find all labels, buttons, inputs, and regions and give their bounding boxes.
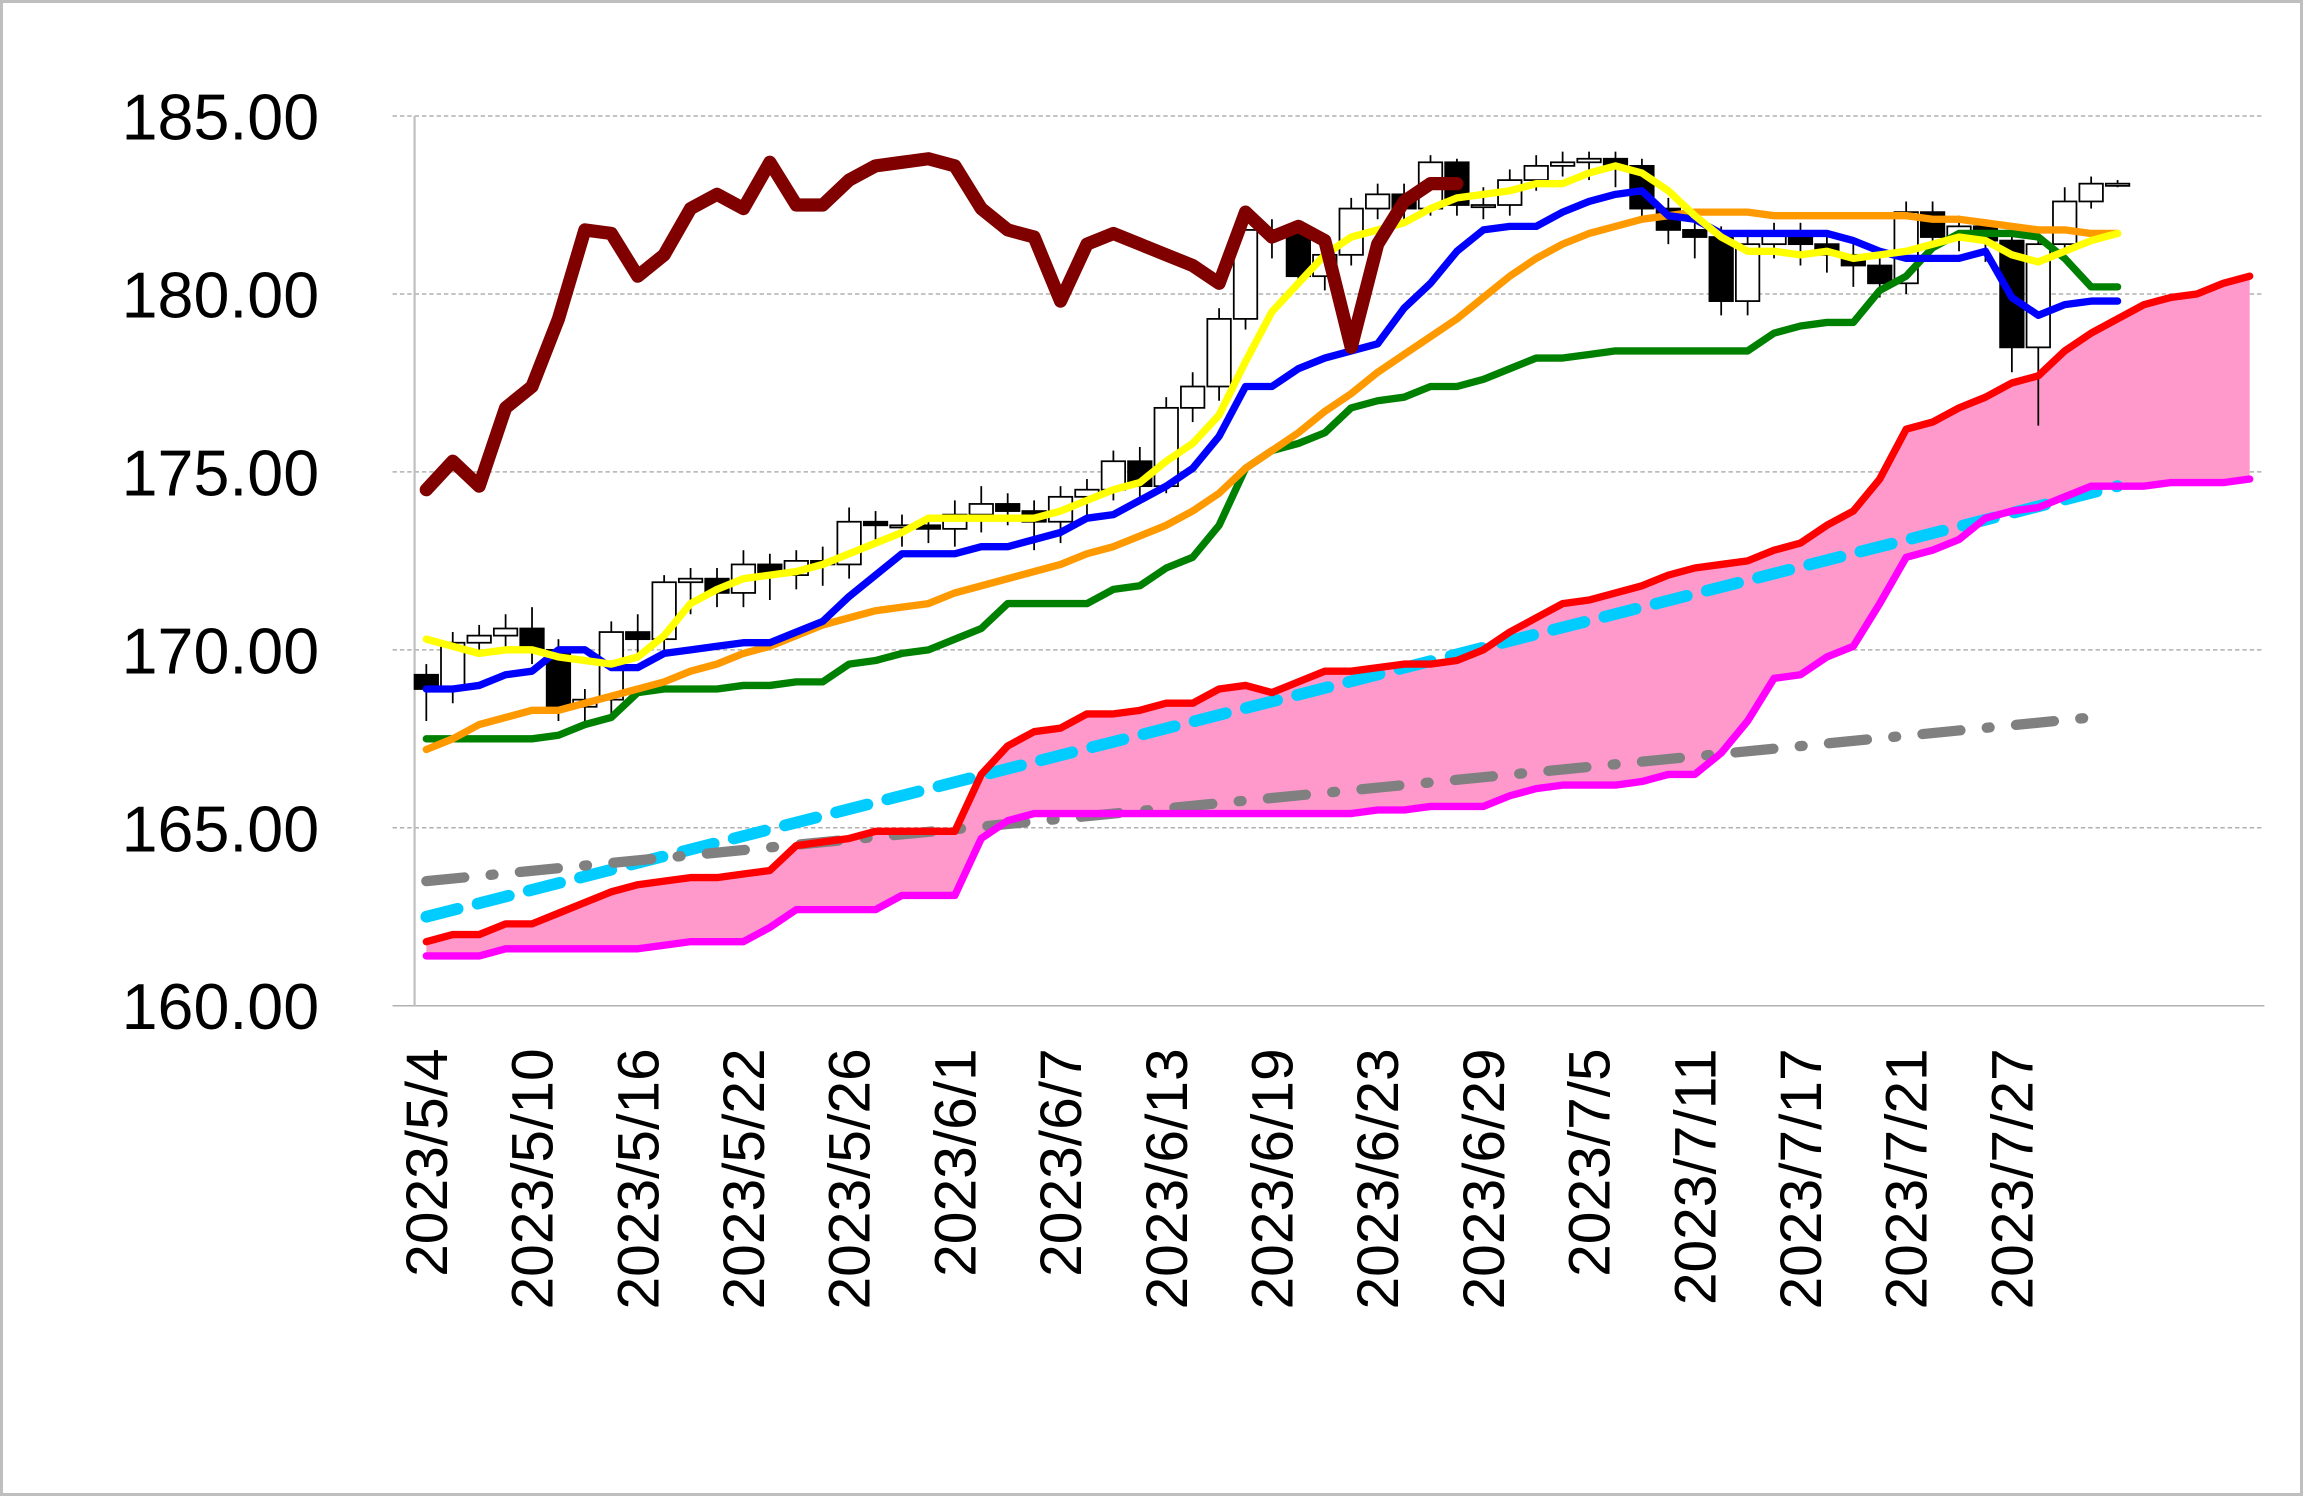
x-tick-label: 2023/6/19 [1241, 1048, 1306, 1309]
x-tick-label: 2023/6/13 [1135, 1048, 1200, 1309]
candle [519, 607, 545, 665]
candle [1840, 244, 1866, 287]
lagging-span [419, 152, 1464, 497]
y-tick-label: 175.00 [122, 437, 320, 509]
candle [2078, 176, 2104, 209]
y-tick-label: 165.00 [122, 793, 320, 865]
y-tick-labels: 160.00 165.00 170.00 175.00 180.00 185.00 [122, 82, 320, 1044]
bearish-candle-body [1682, 229, 1708, 238]
x-tick-label: 2023/5/26 [818, 1048, 883, 1309]
candle [1734, 229, 1761, 316]
x-tick-label: 2023/7/11 [1663, 1048, 1728, 1305]
bullish-candle-body [1470, 204, 1496, 209]
bullish-candle-body [677, 577, 704, 584]
y-tick-label: 160.00 [122, 971, 320, 1043]
cloud-fill [426, 276, 2250, 956]
trend-lines [420, 480, 2124, 923]
candle [1787, 222, 1814, 266]
candle [2104, 180, 2131, 188]
bullish-candle-body [968, 503, 994, 516]
bullish-candle-body [2078, 182, 2104, 203]
bullish-candle-body [1550, 161, 1576, 167]
candle [1285, 222, 1312, 287]
bearish-candle-body [1708, 236, 1734, 302]
candle [1180, 372, 1206, 423]
cloud-area [426, 276, 2250, 956]
bullish-candle-body [1734, 243, 1761, 302]
candle [1365, 183, 1391, 220]
bullish-candle-body [1576, 157, 1602, 164]
bullish-candle-body [2104, 182, 2131, 187]
candle [1550, 151, 1576, 177]
bullish-candle-body [1365, 193, 1391, 210]
x-tick-label: 2023/6/7 [1029, 1048, 1094, 1277]
bullish-candle-body [466, 634, 492, 644]
bullish-candle-body [1523, 164, 1549, 181]
yellow-line [422, 162, 2122, 668]
x-tick-label: 2023/5/4 [395, 1048, 460, 1277]
x-tick-label: 2023/7/27 [1980, 1048, 2045, 1309]
indicator-lines [419, 152, 2254, 960]
ichimoku-candlestick-chart: 160.00 165.00 170.00 175.00 180.00 185.00 202… [122, 82, 2265, 1310]
bearish-candle-body [862, 520, 889, 527]
x-tick-label: 2023/5/22 [712, 1048, 777, 1309]
candle [836, 507, 862, 579]
leading-span-a [422, 272, 2254, 946]
candle [862, 511, 889, 544]
y-tick-label: 180.00 [122, 259, 320, 331]
x-tick-label: 2023/7/5 [1558, 1048, 1623, 1277]
candle [968, 486, 994, 533]
leading-span-b [422, 475, 2254, 960]
blue-line [422, 187, 2122, 693]
candle [2025, 237, 2051, 426]
candle [1206, 308, 1232, 401]
orange-line [422, 208, 2122, 754]
cyan-dashed-trend [420, 480, 2124, 923]
x-tick-label: 2023/7/17 [1769, 1048, 1834, 1309]
bearish-candle-body [1867, 264, 1893, 285]
bullish-candle-body [1180, 385, 1206, 409]
bullish-candle-body [2025, 243, 2051, 349]
y-tick-label: 170.00 [122, 615, 320, 687]
bullish-candle-body [1153, 406, 1179, 488]
candle [625, 614, 651, 654]
bullish-candle-body [2052, 200, 2078, 246]
x-tick-labels: 2023/5/4 2023/5/10 2023/5/16 2023/5/22 2023/… [395, 1048, 2046, 1309]
bearish-candle-body [995, 503, 1021, 512]
bullish-candle-body [1206, 318, 1232, 388]
x-tick-label: 2023/5/10 [501, 1048, 566, 1309]
candle [942, 500, 968, 547]
bearish-candle-body [625, 631, 651, 641]
x-tick-label: 2023/7/21 [1875, 1048, 1940, 1309]
bullish-candle-body [492, 627, 519, 637]
gray-dashdot-trend [421, 712, 2097, 887]
x-tick-label: 2023/6/1 [923, 1048, 988, 1277]
y-tick-label: 185.00 [122, 82, 320, 154]
candle [2052, 187, 2078, 252]
candle [492, 614, 519, 650]
x-tick-label: 2023/6/29 [1452, 1048, 1517, 1309]
x-tick-label: 2023/6/23 [1346, 1048, 1411, 1309]
x-tick-label: 2023/5/16 [606, 1048, 671, 1309]
